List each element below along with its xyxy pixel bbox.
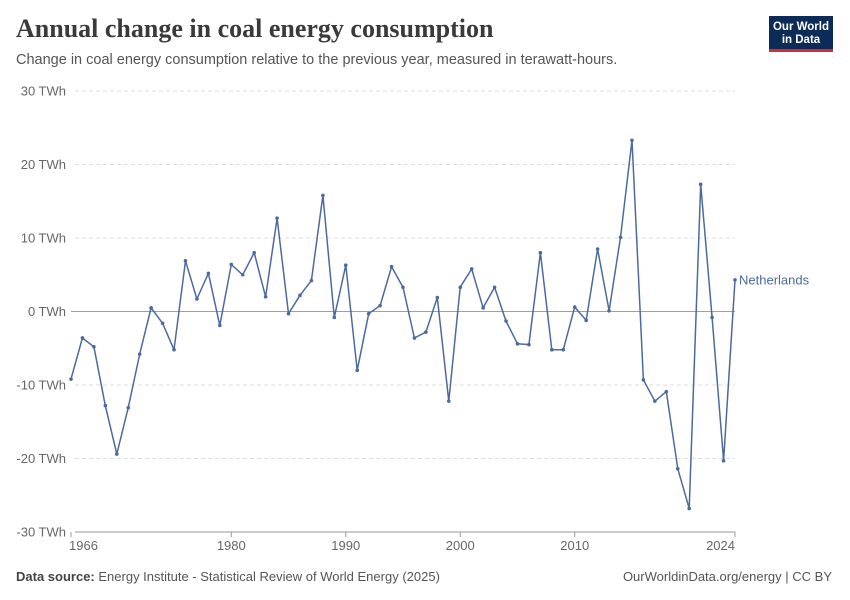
data-point[interactable] bbox=[481, 306, 485, 310]
data-source: Data source: Energy Institute - Statisti… bbox=[16, 569, 440, 584]
data-point[interactable] bbox=[618, 235, 623, 240]
data-point[interactable] bbox=[401, 285, 405, 290]
data-point[interactable] bbox=[263, 295, 268, 299]
data-point[interactable] bbox=[424, 330, 428, 334]
data-point[interactable] bbox=[172, 347, 176, 352]
data-point[interactable] bbox=[240, 272, 245, 277]
y-tick-label: 0 TWh bbox=[28, 304, 66, 319]
data-point[interactable] bbox=[595, 247, 600, 251]
logo-line-1: Our World bbox=[772, 21, 829, 33]
data-point[interactable] bbox=[195, 297, 199, 301]
data-point[interactable] bbox=[366, 311, 371, 316]
data-point[interactable] bbox=[229, 262, 234, 267]
data-point[interactable] bbox=[664, 389, 669, 394]
series-layer: Netherlands bbox=[69, 138, 810, 511]
x-tick-label: 1980 bbox=[217, 538, 246, 553]
data-point[interactable] bbox=[103, 403, 108, 408]
y-tick-label: -30 TWh bbox=[16, 525, 66, 540]
data-point[interactable] bbox=[515, 342, 520, 346]
data-point[interactable] bbox=[504, 319, 508, 323]
data-point[interactable] bbox=[721, 458, 726, 463]
data-source-text[interactable]: Energy Institute - Statistical Review of… bbox=[98, 569, 440, 584]
data-point[interactable] bbox=[446, 399, 451, 403]
data-point[interactable] bbox=[298, 293, 302, 298]
data-point[interactable] bbox=[561, 347, 566, 352]
data-point[interactable] bbox=[286, 311, 291, 316]
grid-lines bbox=[71, 90, 735, 533]
data-point[interactable] bbox=[538, 250, 543, 255]
data-point[interactable] bbox=[653, 399, 657, 403]
data-point[interactable] bbox=[698, 182, 703, 187]
chart-title: Annual change in coal energy consumption bbox=[16, 14, 494, 43]
data-point[interactable] bbox=[675, 466, 680, 471]
data-point[interactable] bbox=[309, 278, 314, 283]
data-point[interactable] bbox=[343, 263, 348, 267]
y-tick-label: 30 TWh bbox=[21, 84, 66, 99]
data-point[interactable] bbox=[160, 321, 165, 326]
data-point[interactable] bbox=[252, 250, 256, 255]
data-source-label: Data source: bbox=[16, 569, 95, 584]
x-tick-label: 2010 bbox=[560, 538, 589, 553]
owid-logo[interactable]: Our World in Data bbox=[769, 16, 833, 52]
data-point[interactable] bbox=[630, 138, 634, 143]
data-point[interactable] bbox=[435, 295, 440, 300]
data-point[interactable] bbox=[412, 336, 417, 340]
data-point[interactable] bbox=[218, 323, 222, 328]
data-point[interactable] bbox=[149, 306, 153, 310]
y-tick-label: -20 TWh bbox=[16, 451, 66, 466]
data-point[interactable] bbox=[321, 193, 325, 198]
data-point[interactable] bbox=[389, 264, 394, 269]
x-axis-ticks: 1966 1980 1990 2000 2010 2024 bbox=[69, 532, 736, 553]
data-point[interactable] bbox=[687, 506, 692, 511]
y-tick-label: -10 TWh bbox=[16, 378, 66, 393]
y-tick-label: 10 TWh bbox=[21, 231, 66, 246]
data-point[interactable] bbox=[332, 315, 337, 320]
data-point[interactable] bbox=[355, 368, 360, 373]
y-axis-ticks: -30 TWh -20 TWh -10 TWh 0 TWh 10 TWh 20 TWh 30… bbox=[16, 84, 66, 540]
data-point[interactable] bbox=[183, 258, 188, 263]
data-point[interactable] bbox=[114, 452, 119, 456]
data-point[interactable] bbox=[641, 378, 646, 382]
x-tick-label: 1990 bbox=[331, 538, 360, 553]
data-point[interactable] bbox=[80, 336, 85, 340]
data-point[interactable] bbox=[378, 303, 382, 308]
x-tick-label: 2000 bbox=[446, 538, 475, 553]
data-point[interactable] bbox=[275, 216, 279, 220]
data-point[interactable] bbox=[92, 344, 96, 349]
y-tick-label: 20 TWh bbox=[21, 157, 66, 172]
credit-link[interactable]: OurWorldinData.org/energy | CC BY bbox=[622, 569, 832, 584]
data-point[interactable] bbox=[710, 315, 714, 320]
data-point[interactable] bbox=[584, 318, 588, 323]
data-point[interactable] bbox=[607, 308, 611, 313]
data-point[interactable] bbox=[69, 377, 73, 381]
data-point[interactable] bbox=[492, 285, 497, 290]
data-point[interactable] bbox=[733, 278, 737, 282]
logo-line-2: in Data bbox=[781, 33, 821, 46]
data-point[interactable] bbox=[137, 352, 142, 356]
chart-subtitle: Change in coal energy consumption relati… bbox=[16, 52, 618, 68]
x-tick-label: 2024 bbox=[706, 538, 735, 553]
data-point[interactable] bbox=[572, 305, 577, 309]
data-point[interactable] bbox=[458, 285, 463, 290]
series-label[interactable]: Netherlands bbox=[739, 272, 810, 287]
data-point[interactable] bbox=[469, 267, 474, 271]
data-point[interactable] bbox=[206, 271, 211, 276]
data-point[interactable] bbox=[126, 405, 131, 410]
x-tick-label: 1966 bbox=[69, 538, 98, 553]
data-point[interactable] bbox=[550, 347, 554, 352]
series-line-netherlands[interactable] bbox=[70, 139, 736, 510]
data-point[interactable] bbox=[527, 342, 531, 347]
